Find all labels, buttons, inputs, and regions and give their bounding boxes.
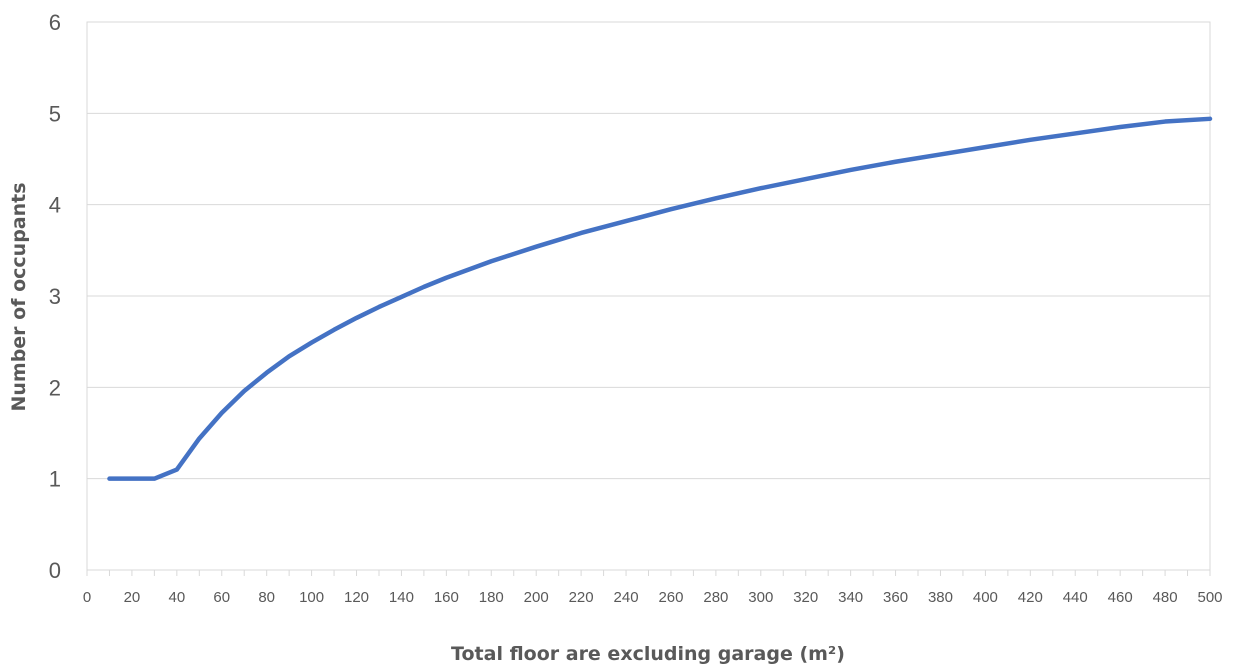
x-tick-label: 420 — [1018, 589, 1043, 606]
x-tick-label: 500 — [1197, 589, 1222, 606]
x-tick-label: 180 — [479, 589, 504, 606]
x-axis-tick-labels: 0 20 40 60 80 100 120 140 160 180 200 220 240 260 280 3… — [83, 589, 1223, 606]
x-tick-label: 0 — [83, 589, 91, 606]
x-axis-title: Total floor are excluding garage (m²) — [451, 643, 845, 665]
x-tick-label: 400 — [973, 589, 998, 606]
series-group — [107, 116, 1213, 481]
x-tick-label: 300 — [748, 589, 773, 606]
gridlines — [86, 21, 1211, 571]
y-axis-title: Number of occupants — [8, 182, 30, 411]
x-tick-label: 160 — [434, 589, 459, 606]
x-tick-label: 100 — [299, 589, 324, 606]
x-tick-label: 240 — [614, 589, 639, 606]
series-line — [107, 116, 1213, 481]
y-tick-label: 1 — [49, 467, 61, 492]
x-tick-label: 120 — [344, 589, 369, 606]
y-tick-label: 4 — [49, 193, 61, 218]
x-tick-label: 200 — [524, 589, 549, 606]
x-tick-label: 20 — [124, 589, 141, 606]
x-tick-label: 140 — [389, 589, 414, 606]
x-tick-label: 480 — [1153, 589, 1178, 606]
y-tick-label: 3 — [49, 284, 61, 309]
x-tick-label: 60 — [213, 589, 230, 606]
x-tick-label: 360 — [883, 589, 908, 606]
y-tick-label: 2 — [49, 375, 61, 400]
y-tick-label: 5 — [49, 101, 61, 126]
y-tick-label: 0 — [49, 558, 61, 583]
x-tick-label: 380 — [928, 589, 953, 606]
y-tick-label: 6 — [49, 10, 61, 35]
x-tick-label: 440 — [1063, 589, 1088, 606]
y-axis-tick-labels: 0 1 2 3 4 5 6 — [49, 10, 61, 583]
x-tick-label: 340 — [838, 589, 863, 606]
x-tick-label: 460 — [1108, 589, 1133, 606]
x-tick-label: 320 — [793, 589, 818, 606]
x-axis-ticks — [86, 570, 1211, 576]
x-tick-label: 40 — [168, 589, 185, 606]
x-tick-label: 260 — [658, 589, 683, 606]
x-tick-label: 220 — [569, 589, 594, 606]
x-tick-label: 80 — [258, 589, 275, 606]
x-tick-label: 280 — [703, 589, 728, 606]
